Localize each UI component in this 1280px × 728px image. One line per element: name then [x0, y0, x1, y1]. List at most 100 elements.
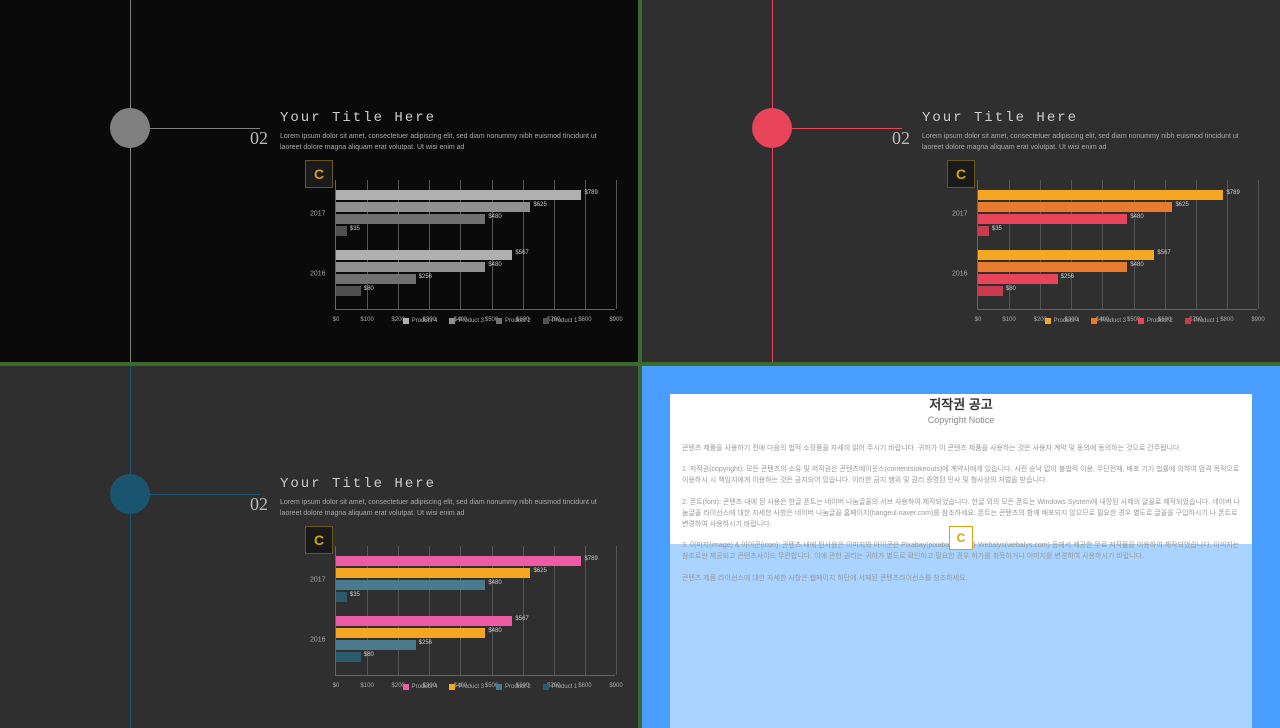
legend-swatch: [1185, 318, 1191, 324]
bar: [336, 286, 361, 296]
bar-value-label: $480: [488, 214, 501, 220]
legend-item: Product 3: [1091, 318, 1126, 324]
gridline: [616, 546, 617, 675]
legend-label: Product 1: [552, 318, 578, 324]
bar-value-label: $789: [584, 556, 597, 562]
slide-subtitle: Lorem ipsum dolor sit amet, consectetuer…: [280, 498, 620, 519]
bar: [978, 250, 1154, 260]
bar-value-label: $480: [488, 580, 501, 586]
gridline: [616, 180, 617, 309]
bar-chart: $0$100$200$300$400$500$600$700$800$90020…: [947, 180, 1257, 330]
slide-3: 02 Your Title Here Lorem ipsum dolor sit a…: [0, 366, 638, 728]
accent-circle: [110, 108, 150, 148]
legend-label: Product 3: [1100, 318, 1126, 324]
bar-value-label: $480: [488, 262, 501, 268]
bar: [336, 262, 485, 272]
title-block: 02Your Title HereLorem ipsum dolor sit a…: [280, 476, 620, 519]
bar: [336, 628, 485, 638]
legend-swatch: [1091, 318, 1097, 324]
bar: [336, 190, 581, 200]
legend-swatch: [496, 318, 502, 324]
chart-grid: $0$100$200$300$400$500$600$700$800$90020…: [335, 180, 615, 310]
bar: [336, 250, 512, 260]
bar: [336, 592, 347, 602]
slide-title: Your Title Here: [280, 110, 620, 126]
slide-number: 02: [250, 128, 268, 149]
chart-grid: $0$100$200$300$400$500$600$700$800$90020…: [977, 180, 1257, 310]
bar: [978, 190, 1223, 200]
slide-title: Your Title Here: [922, 110, 1262, 126]
slide-number: 02: [250, 494, 268, 515]
legend-item: Product 1: [543, 684, 578, 690]
legend-item: Product 1: [543, 318, 578, 324]
bar: [978, 214, 1127, 224]
bar-value-label: $625: [1175, 202, 1188, 208]
legend-label: Product 2: [1147, 318, 1173, 324]
bar-value-label: $625: [533, 568, 546, 574]
legend-item: Product 3: [449, 684, 484, 690]
bar: [336, 652, 361, 662]
bar-value-label: $256: [419, 274, 432, 280]
bar-value-label: $789: [1226, 190, 1239, 196]
legend-item: Product 3: [449, 318, 484, 324]
gridline: [585, 546, 586, 675]
slide-number: 02: [892, 128, 910, 149]
legend-item: Product 1: [1185, 318, 1220, 324]
legend-swatch: [543, 684, 549, 690]
legend-swatch: [449, 318, 455, 324]
legend-label: Product 2: [505, 318, 531, 324]
bar: [978, 274, 1058, 284]
bar: [978, 202, 1172, 212]
title-block: 02Your Title HereLorem ipsum dolor sit a…: [280, 110, 620, 153]
bar-chart: $0$100$200$300$400$500$600$700$800$90020…: [305, 546, 615, 696]
title-block: 02Your Title HereLorem ipsum dolor sit a…: [922, 110, 1262, 153]
chart-legend: Product 4 Product 3 Product 2 Product 1: [335, 684, 638, 690]
legend-item: Product 2: [496, 318, 531, 324]
bar: [336, 274, 416, 284]
slide-subtitle: Lorem ipsum dolor sit amet, consectetuer…: [280, 132, 620, 153]
chart-legend: Product 4 Product 3 Product 2 Product 1: [977, 318, 1280, 324]
legend-swatch: [403, 684, 409, 690]
slide-4-copyright: C 저작권 공고 Copyright Notice 콘텐츠 제품을 사용하기 전…: [642, 366, 1280, 728]
legend-item: Product 4: [1045, 318, 1080, 324]
legend-item: Product 2: [1138, 318, 1173, 324]
copyright-paragraph: 콘텐츠 제품 라이선스에 대한 자세한 사항은 웹페이지 하단에 서재된 콘텐츠…: [682, 573, 1240, 584]
legend-swatch: [403, 318, 409, 324]
bar: [978, 226, 989, 236]
slide-title: Your Title Here: [280, 476, 620, 492]
bar-value-label: $80: [1006, 286, 1016, 292]
chart-legend: Product 4 Product 3 Product 2 Product 1: [335, 318, 638, 324]
decorative-vline: [130, 0, 131, 362]
gridline: [1258, 180, 1259, 309]
slide-2: 02Your Title HereLorem ipsum dolor sit a…: [642, 0, 1280, 362]
bar-value-label: $35: [350, 592, 360, 598]
legend-swatch: [1138, 318, 1144, 324]
bar-value-label: $80: [364, 652, 374, 658]
legend-label: Product 4: [412, 318, 438, 324]
bar-value-label: $256: [419, 640, 432, 646]
legend-label: Product 1: [552, 684, 578, 690]
bar: [336, 202, 530, 212]
gridline: [585, 180, 586, 309]
legend-item: Product 2: [496, 684, 531, 690]
bar-value-label: $567: [515, 250, 528, 256]
bar-value-label: $625: [533, 202, 546, 208]
bar-value-label: $480: [1130, 262, 1143, 268]
copyright-content: 저작권 공고 Copyright Notice 콘텐츠 제품을 사용하기 전에 …: [682, 394, 1240, 708]
slide-1: 02 Your Title Here Lorem ipsum dolor sit a…: [0, 0, 638, 362]
bar-value-label: $567: [515, 616, 528, 622]
y-tick-label: 2017: [310, 211, 326, 218]
legend-label: Product 3: [458, 684, 484, 690]
legend-item: Product 4: [403, 684, 438, 690]
decorative-vline: [772, 0, 773, 362]
bar-value-label: $35: [992, 226, 1002, 232]
legend-swatch: [543, 318, 549, 324]
bar-value-label: $80: [364, 286, 374, 292]
bar-value-label: $567: [1157, 250, 1170, 256]
legend-label: Product 3: [458, 318, 484, 324]
brand-logo-icon: C: [949, 526, 973, 550]
decorative-vline: [130, 366, 131, 728]
bar-value-label: $480: [488, 628, 501, 634]
bar: [336, 226, 347, 236]
bar: [336, 214, 485, 224]
